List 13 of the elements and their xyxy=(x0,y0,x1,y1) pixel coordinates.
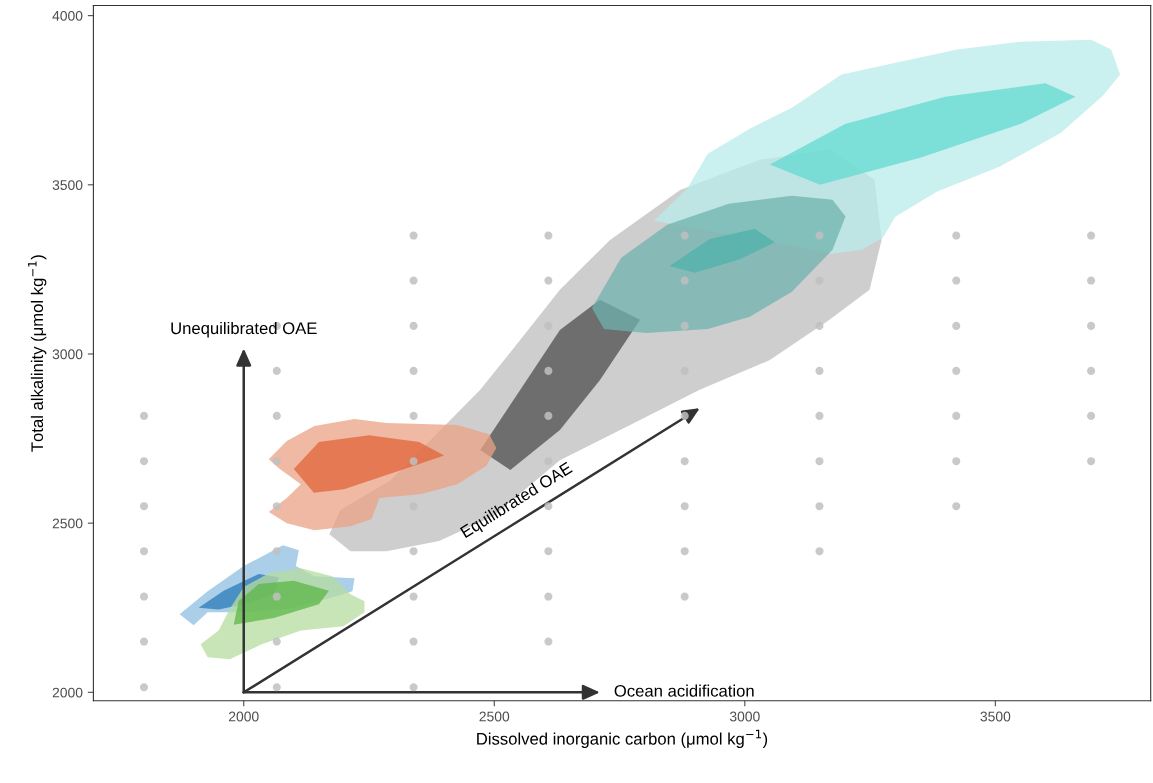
x-tick-label: 2000 xyxy=(228,711,259,722)
y-tick-label: 2500 xyxy=(52,518,83,529)
y-tick-label: 3000 xyxy=(52,349,83,360)
annotation: Unequilibrated OAE xyxy=(171,321,317,338)
y-tick-label: 4000 xyxy=(52,10,83,21)
y-tick-label: 3500 xyxy=(52,180,83,190)
x-axis-title: Dissolved inorganic carbon (μmol kg$^{−1}$) xyxy=(477,729,768,749)
y-axis-title: Total alkalinity (μmol kg$^{−1}$) xyxy=(28,255,47,452)
x-tick-label: 3000 xyxy=(729,711,760,722)
y-tick-label: 2000 xyxy=(52,687,83,698)
annotation: Ocean acidification xyxy=(614,684,754,697)
x-tick-label: 2500 xyxy=(479,711,510,722)
x-tick-label: 3500 xyxy=(980,711,1011,722)
